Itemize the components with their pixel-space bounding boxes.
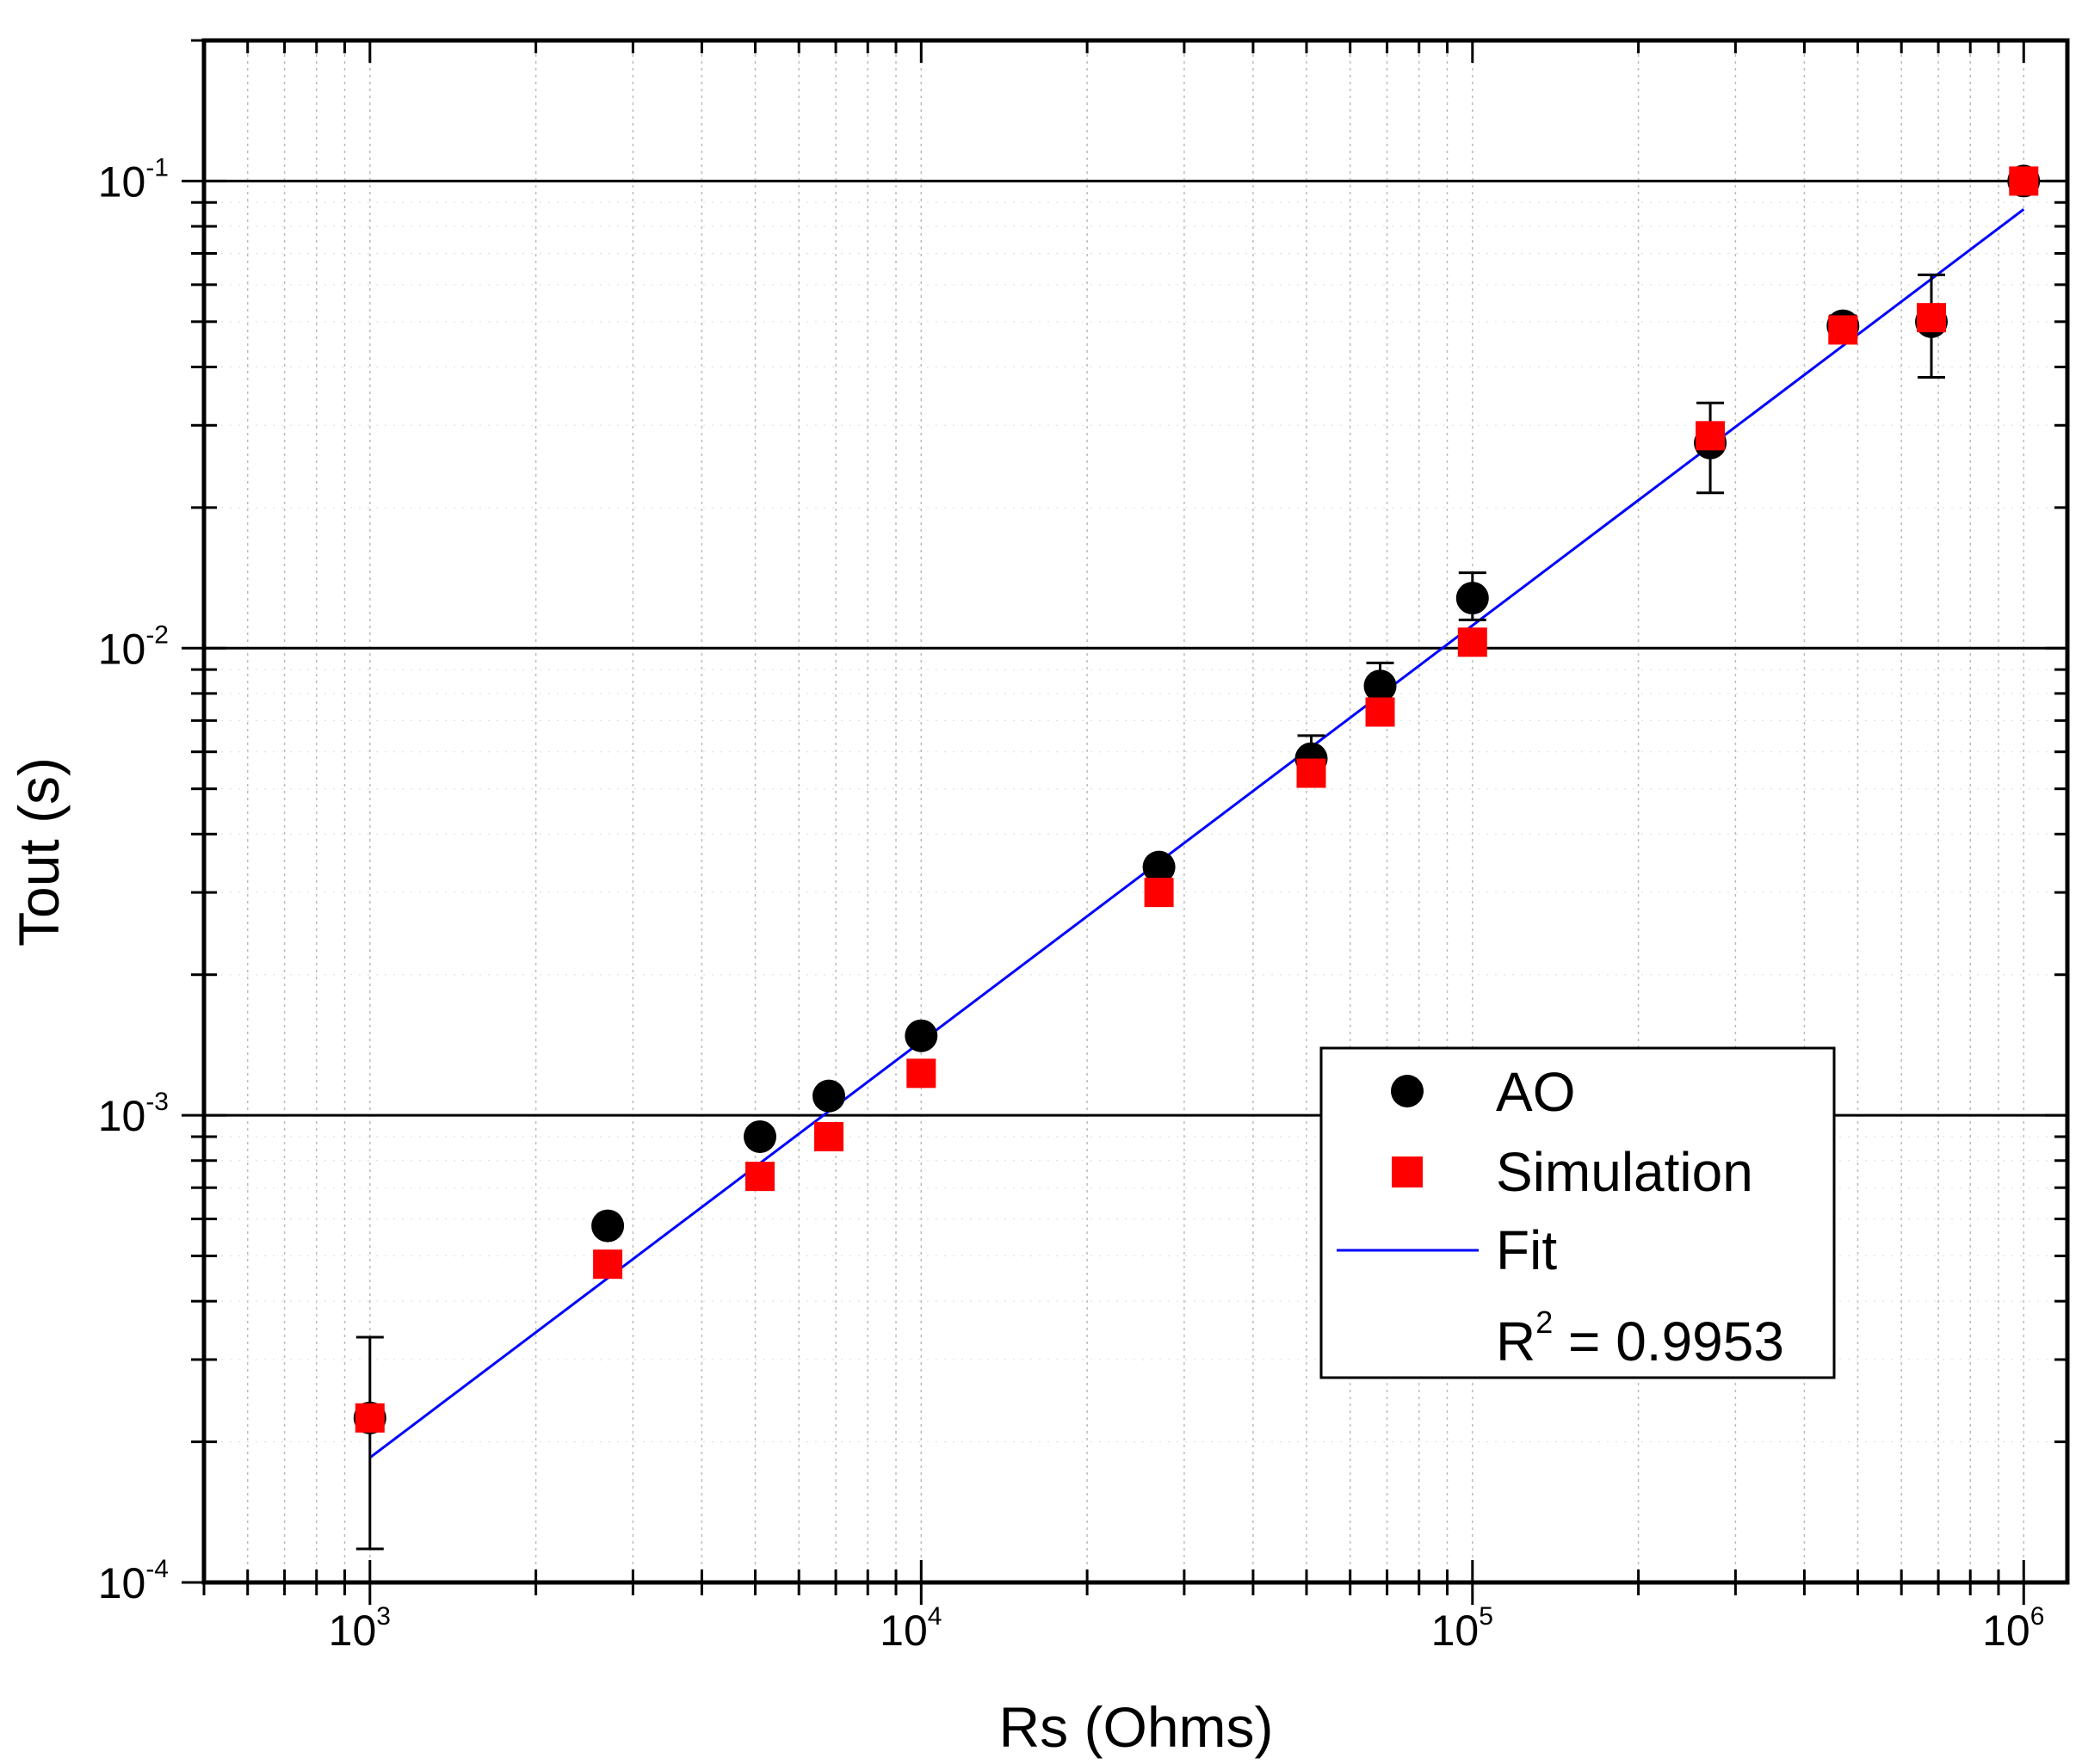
- legend-simulation-label: Simulation: [1496, 1141, 1753, 1203]
- fit-line: [368, 208, 2025, 1459]
- simulation-point: [814, 1121, 844, 1151]
- x-axis-title: Rs (Ohms): [999, 1695, 1274, 1759]
- legend-r2-exponent: 2: [1535, 1304, 1553, 1340]
- y-tick-label: 10-1: [98, 153, 169, 206]
- x-tick-base: 10: [1431, 1607, 1480, 1655]
- x-tick-label: 104: [880, 1602, 942, 1655]
- y-tick-exponent: -3: [145, 1088, 169, 1116]
- simulation-point: [745, 1162, 775, 1192]
- simulation-point: [1296, 758, 1326, 788]
- y-tick-label: 10-3: [98, 1088, 169, 1140]
- simulation-point: [2009, 166, 2039, 196]
- ao-point: [1142, 850, 1176, 884]
- legend-r2-symbol: R: [1496, 1311, 1535, 1372]
- y-tick-base: 10: [98, 1559, 146, 1607]
- x-tick-label: 103: [329, 1602, 391, 1655]
- x-tick-base: 10: [1982, 1607, 2030, 1655]
- legend-ao-label: AO: [1496, 1061, 1575, 1123]
- grid: [203, 40, 2067, 1582]
- simulation-point: [1144, 878, 1174, 908]
- simulation-point: [1917, 303, 1947, 333]
- simulation-point: [355, 1403, 385, 1433]
- x-tick-label: 105: [1431, 1602, 1493, 1655]
- legend-fit-label: Fit: [1496, 1219, 1557, 1281]
- x-tick-base: 10: [329, 1607, 377, 1655]
- axis-ticks: [182, 39, 2067, 1605]
- fit-series: [368, 208, 2025, 1459]
- ao-point: [1363, 669, 1397, 703]
- y-tick-base: 10: [98, 1092, 146, 1140]
- simulation-point: [1828, 315, 1858, 345]
- y-tick-exponent: -4: [145, 1555, 169, 1583]
- ao-point: [812, 1079, 846, 1113]
- plot-frame: [201, 38, 2070, 1585]
- y-tick-exponent: -2: [145, 620, 169, 649]
- x-tick-base: 10: [880, 1607, 928, 1655]
- y-tick-label: 10-2: [98, 620, 169, 673]
- simulation-point: [1696, 421, 1726, 451]
- simulation-point: [1457, 627, 1487, 657]
- legend-r2-label: R2 = 0.9953: [1496, 1304, 1784, 1372]
- simulation-point: [906, 1058, 936, 1089]
- x-tick-exponent: 4: [928, 1602, 942, 1631]
- x-tick-exponent: 6: [2030, 1602, 2045, 1631]
- legend-ao-marker: [1391, 1075, 1424, 1107]
- x-tick-exponent: 3: [376, 1602, 391, 1631]
- y-tick-exponent: -1: [145, 153, 169, 182]
- simulation-point: [1365, 697, 1395, 727]
- legend: AO Simulation Fit R2 = 0.9953: [1319, 1046, 1836, 1379]
- x-tick-label: 106: [1982, 1602, 2044, 1655]
- y-axis-title: Tout (s): [7, 757, 71, 947]
- x-tick-exponent: 5: [1479, 1602, 1493, 1631]
- y-tick-base: 10: [98, 157, 146, 206]
- legend-simulation-marker: [1392, 1156, 1423, 1187]
- y-tick-label: 10-4: [98, 1555, 169, 1607]
- simulation-series: [355, 166, 2039, 1433]
- ao-point: [744, 1119, 777, 1153]
- ao-point: [1455, 582, 1489, 615]
- legend-r2-value: = 0.9953: [1553, 1311, 1784, 1372]
- ao-point: [591, 1209, 625, 1243]
- simulation-point: [593, 1249, 623, 1280]
- ao-point: [905, 1019, 938, 1052]
- y-tick-base: 10: [98, 625, 146, 673]
